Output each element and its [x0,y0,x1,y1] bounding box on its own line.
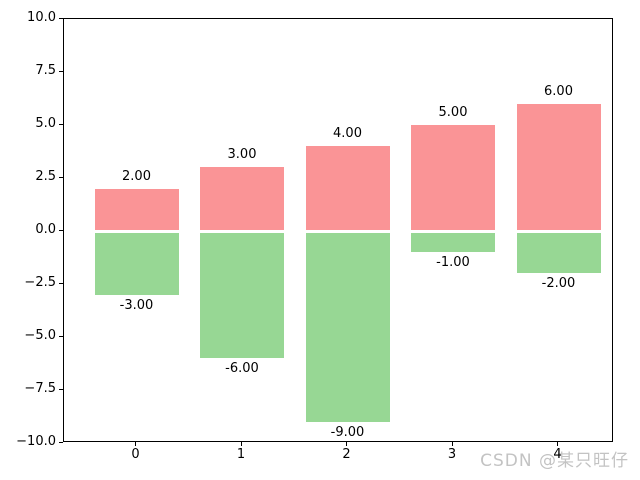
y-tick-label: −5.0 [24,328,56,343]
bar-negative-values-0 [94,231,179,295]
y-tick-label: 5.0 [35,116,56,131]
x-tick-label: 2 [342,447,351,462]
bar-positive-values-3 [411,125,495,231]
x-tick-mark [557,442,558,446]
y-tick-mark [59,17,63,19]
value-label-negative-values-2: -9.00 [330,424,365,440]
bar-positive-values-4 [516,103,601,231]
value-label-negative-values-3: -1.00 [436,255,470,271]
x-tick-label: 4 [553,447,562,462]
x-tick-mark [135,442,136,446]
y-tick-label: 7.5 [35,63,56,78]
bar-negative-values-1 [200,231,284,359]
y-tick-mark [59,441,63,443]
bar-negative-values-4 [516,231,601,274]
value-label-positive-values-3: 5.00 [438,105,468,120]
value-label-positive-values-4: 6.00 [544,83,573,99]
y-tick-label: 10.0 [27,10,56,25]
y-tick-mark [59,176,63,178]
y-tick-mark [59,70,63,72]
value-label-negative-values-4: -2.00 [541,276,576,292]
value-label-positive-values-2: 4.00 [333,126,362,142]
value-label-negative-values-1: -6.00 [225,361,259,377]
x-tick-mark [240,442,242,446]
y-tick-label: 0.0 [35,222,56,237]
x-tick-mark [346,442,347,446]
bar-positive-values-2 [305,146,390,231]
y-tick-label: −7.5 [24,381,56,396]
y-tick-mark [59,335,63,337]
bar-positive-values-0 [94,188,179,231]
x-tick-label: 1 [236,447,246,462]
y-tick-mark [59,229,63,231]
bar-positive-values-1 [200,167,284,231]
watermark: CSDN @某只旺仔 [480,451,629,471]
y-tick-mark [59,388,63,390]
value-label-positive-values-0: 2.00 [122,168,151,184]
x-tick-mark [451,442,453,446]
y-tick-mark [59,282,63,284]
y-tick-mark [59,123,63,125]
y-tick-label: −10.0 [16,434,56,449]
y-tick-label: 2.5 [35,169,56,184]
value-label-positive-values-1: 3.00 [227,147,257,163]
x-tick-label: 3 [447,447,457,462]
x-tick-label: 0 [131,447,140,462]
bar-negative-values-3 [411,231,495,253]
zero-line [64,229,612,233]
y-tick-label: −2.5 [24,275,56,290]
value-label-negative-values-0: -3.00 [119,297,154,313]
plot-area: 2.00 3.00 4.00 5.00 6.00 -3.00 -6.00 -9.00 -1.00… [63,18,613,442]
bar-negative-values-2 [305,231,390,422]
